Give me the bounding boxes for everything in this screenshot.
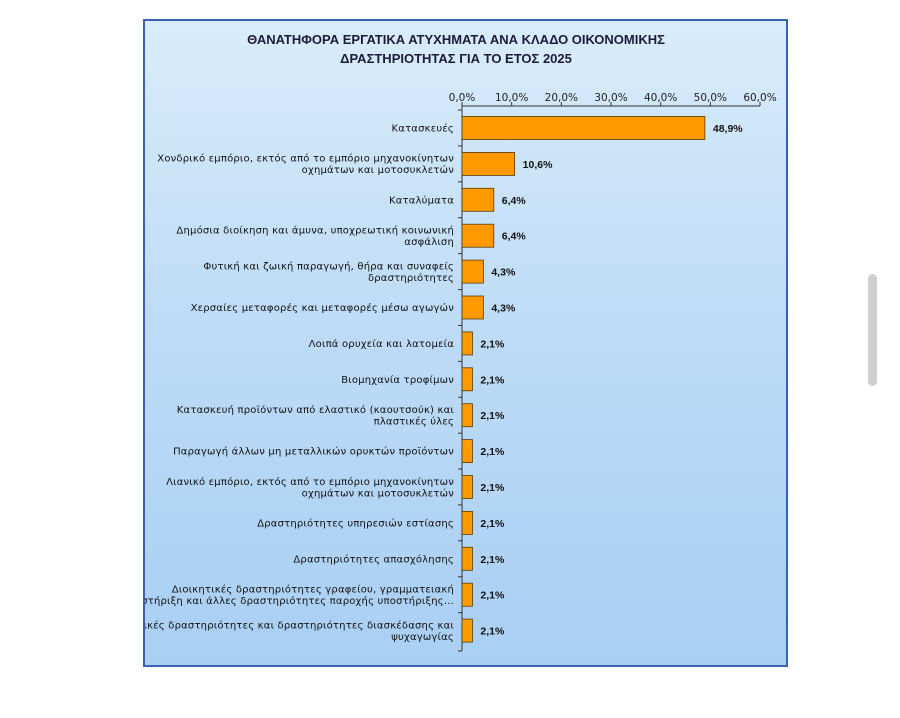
bars: 48,9% Κατασκευές 10,6% Χονδρικό εμπόριο, εκ… [145,109,743,652]
category-label: Καταλύματα [389,194,454,206]
bar [461,259,484,284]
category-label: πλαστικές ύλες [374,415,454,427]
bar-value-label: 2,1% [480,410,505,422]
bar [461,582,473,607]
bar [461,367,473,392]
bar-value-label: 2,1% [480,518,505,530]
category-label: Βιομηχανία τροφίμων [341,374,454,386]
bar-value-label: 2,1% [480,626,505,638]
bar [461,618,473,643]
bar [461,403,473,428]
category-label: Κατασκευές [392,123,454,135]
category-label: ψυχαγωγίας [391,631,454,643]
category-label: Παραγωγή άλλων μη μεταλλικών ορυκτών προ… [173,446,454,458]
scrollbar-thumb[interactable] [868,274,877,386]
bar-value-label: 10,6% [523,159,553,171]
bar-value-label: 4,3% [491,303,516,315]
bar-value-label: 6,4% [502,195,527,207]
bar-value-label: 2,1% [480,482,505,494]
bar-value-label: 2,1% [480,590,505,602]
bar-chart: ΘΑΝΑΤΗΦΟΡΑ ΕΡΓΑΤΙΚΑ ΑΤΥΧΗΜΑΤΑ ΑΝΑ ΚΛΑΔΟ … [145,32,777,652]
x-tick-label: 50,0% [694,92,727,104]
category-label: οχημάτων και μοτοσυκλετών [302,164,455,176]
chart-title: ΘΑΝΑΤΗΦΟΡΑ ΕΡΓΑΤΙΚΑ ΑΤΥΧΗΜΑΤΑ ΑΝΑ ΚΛΑΔΟ … [247,32,665,66]
category-label: Δραστηριότητες απασχόλησης [293,553,454,565]
bar-value-label: 2,1% [480,554,505,566]
bar [461,475,473,499]
category-label: Δημόσια διοίκηση και άμυνα, υποχρεωτική … [176,224,454,236]
bar-value-label: 48,9% [713,123,743,135]
bar [461,439,473,464]
bar-value-label: 2,1% [480,446,505,458]
category-label: Χερσαίες μεταφορές και μεταφορές μέσω αγ… [191,302,455,314]
x-tick-label: 0,0% [449,92,476,104]
x-tick-label: 20,0% [545,92,578,104]
bar [461,510,473,535]
category-label: υποστήριξη και άλλες δραστηριότητες παρο… [145,595,454,607]
bar [461,223,495,248]
x-tick-label: 30,0% [594,92,627,104]
bar [461,331,473,356]
bar-value-label: 2,1% [480,374,505,386]
bar [461,187,495,212]
bar [461,151,516,176]
category-label: Κατασκευή προϊόντων από ελαστικό (καουτσ… [177,404,455,416]
bar-value-label: 4,3% [491,267,516,279]
category-label: Αθλητικές δραστηριότητες και δραστηριότη… [145,619,454,631]
category-label: Φυτική και ζωική παραγωγή, θήρα και συνα… [203,260,454,272]
chart-title-line: ΔΡΑΣΤΗΡΙΟΤΗΤΑΣ ΓΙΑ ΤΟ ΕΤΟΣ 2025 [340,51,572,66]
bar-value-label: 2,1% [480,338,505,350]
category-label: Δραστηριότητες υπηρεσιών εστίασης [257,517,454,529]
category-label: Διοικητικές δραστηριότητες γραφείου, γρα… [172,583,454,595]
x-tick-label: 60,0% [743,92,776,104]
category-label: δραστηριότητες [368,272,454,284]
bar [461,295,484,320]
category-label: ασφάλιση [404,236,454,248]
bar-value-label: 6,4% [502,231,527,243]
category-label: Λιανικό εμπόριο, εκτός από το εμπόριο μη… [166,476,454,488]
category-label: Χονδρικό εμπόριο, εκτός από το εμπόριο μ… [157,153,454,165]
category-label: Λοιπά ορυχεία και λατομεία [309,338,455,350]
bar [461,116,706,140]
bar [461,546,473,571]
x-tick-label: 10,0% [495,92,528,104]
x-tick-label: 40,0% [644,92,677,104]
chart-frame: ΘΑΝΑΤΗΦΟΡΑ ΕΡΓΑΤΙΚΑ ΑΤΥΧΗΜΑΤΑ ΑΝΑ ΚΛΑΔΟ … [143,19,788,667]
category-label: οχημάτων και μοτοσυκλετών [302,487,455,499]
chart-title-line: ΘΑΝΑΤΗΦΟΡΑ ΕΡΓΑΤΙΚΑ ΑΤΥΧΗΜΑΤΑ ΑΝΑ ΚΛΑΔΟ … [247,32,665,47]
x-axis: 0,0% 10,0% 20,0% 30,0% 40,0% 50,0% 60,0% [449,92,777,651]
